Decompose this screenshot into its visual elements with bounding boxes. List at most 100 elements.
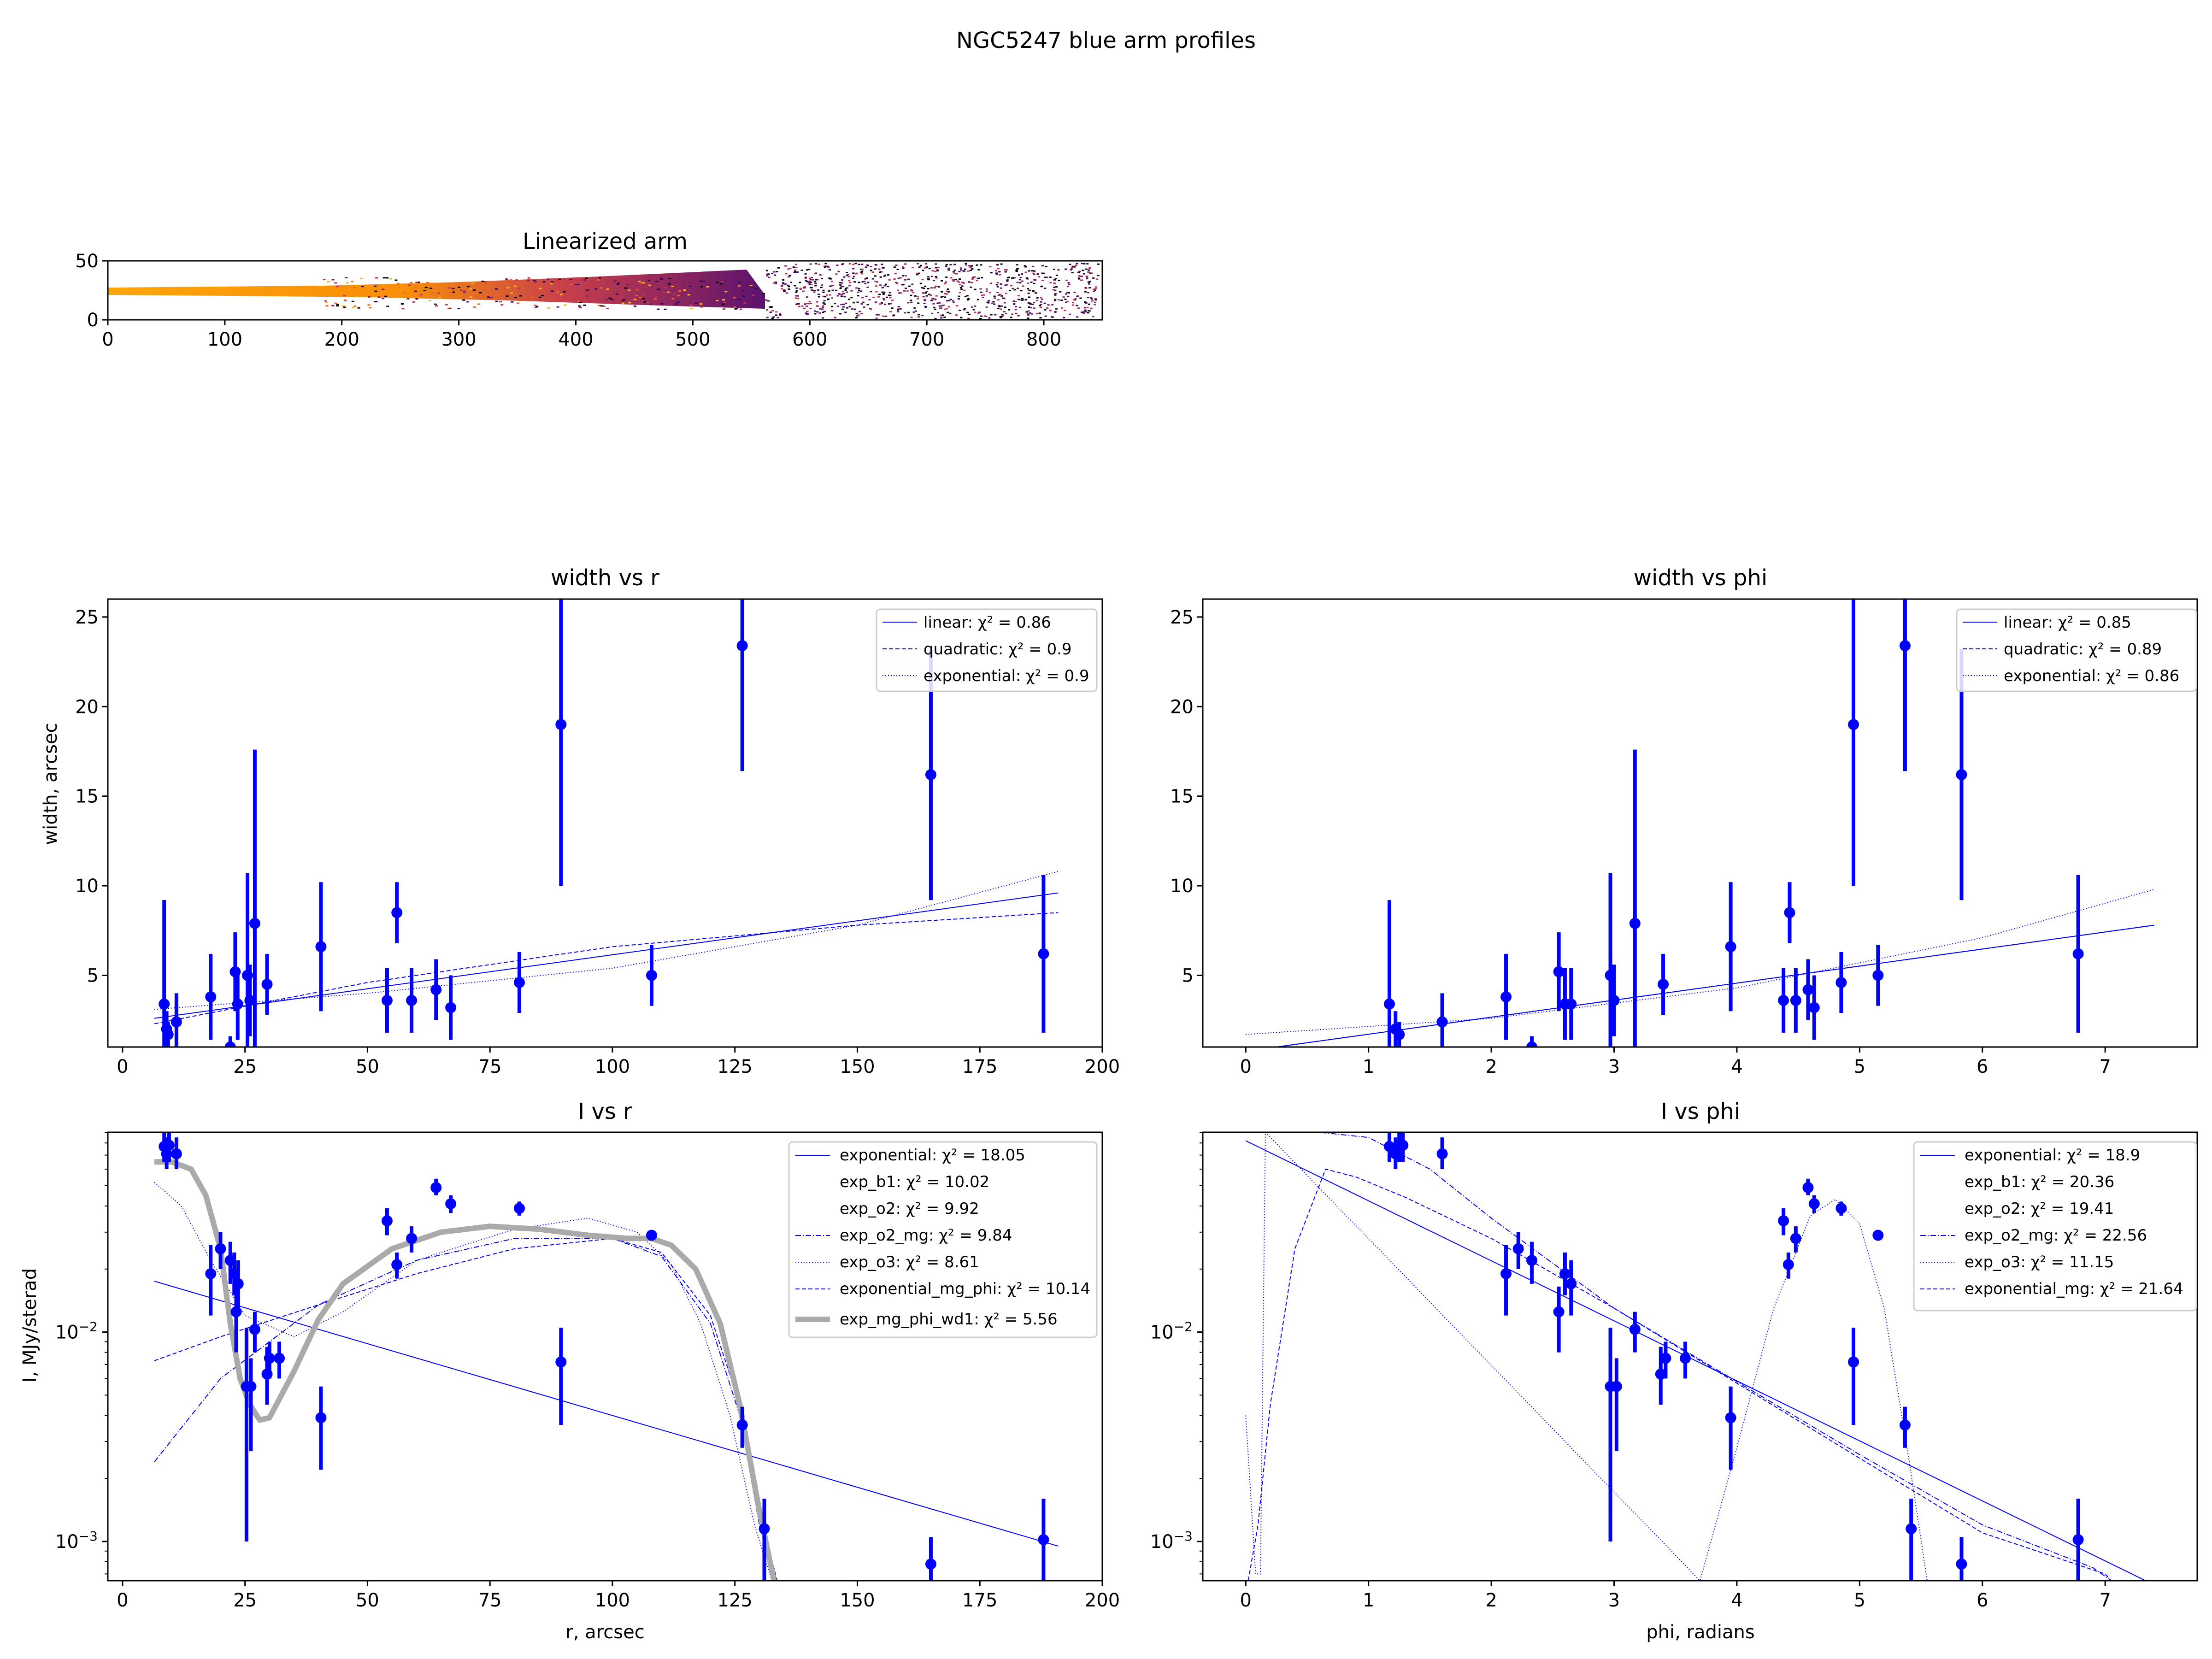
arm-speckle-dot bbox=[987, 302, 990, 304]
arm-streak-fleck bbox=[570, 283, 573, 285]
arm-speckle-dot bbox=[767, 273, 770, 275]
arm-speckle-dot bbox=[993, 297, 996, 299]
arm-streak-fleck bbox=[350, 281, 353, 282]
arm-streak-fleck bbox=[331, 305, 335, 306]
arm-speckle-dot bbox=[1046, 307, 1049, 309]
arm-speckle-dot bbox=[930, 300, 933, 301]
arm-streak-fleck bbox=[538, 300, 541, 301]
arm-streak-fleck bbox=[700, 286, 703, 288]
arm-speckle-dot bbox=[814, 285, 817, 287]
arm-speckle-dot bbox=[853, 281, 856, 283]
arm-streak-fleck bbox=[484, 281, 487, 283]
arm-speckle-dot bbox=[1017, 288, 1019, 289]
wr-ytick-label: 25 bbox=[75, 607, 99, 628]
ir-data-point bbox=[646, 1230, 657, 1241]
arm-speckle-dot bbox=[1039, 305, 1041, 306]
wr-legend-quadratic: quadratic: χ² = 0.9 bbox=[924, 640, 1072, 659]
ip-fit-line-4 bbox=[1245, 1132, 1928, 1581]
ip-data-point bbox=[1526, 1255, 1538, 1266]
ir-xtick-label: 25 bbox=[233, 1590, 257, 1611]
arm-speckle-dot bbox=[939, 307, 941, 309]
arm-speckle-dot bbox=[1011, 313, 1013, 315]
arm-speckle-dot bbox=[1071, 265, 1074, 267]
ir-xtick-label: 75 bbox=[478, 1590, 502, 1611]
arm-speckle-dot bbox=[841, 264, 844, 265]
arm-speckle-dot bbox=[1076, 316, 1079, 318]
arm-speckle-dot bbox=[803, 286, 806, 288]
arm-speckle-dot bbox=[1021, 273, 1024, 275]
arm-streak-fleck bbox=[360, 277, 363, 279]
figure-suptitle: NGC5247 blue arm profiles bbox=[956, 28, 1256, 53]
arm-speckle-dot bbox=[840, 286, 843, 288]
arm-speckle-dot bbox=[831, 297, 834, 299]
arm-speckle-dot bbox=[1005, 269, 1008, 271]
arm-streak-fleck bbox=[682, 284, 685, 286]
arm-streak-fleck bbox=[606, 307, 609, 309]
arm-speckle-dot bbox=[1033, 270, 1036, 272]
arm-speckle-dot bbox=[918, 266, 921, 268]
arm-speckle-dot bbox=[980, 315, 983, 317]
arm-streak-fleck bbox=[612, 285, 615, 287]
ir-data-point bbox=[163, 1140, 175, 1151]
arm-streak-fleck bbox=[414, 287, 417, 288]
arm-speckle-dot bbox=[1074, 298, 1077, 300]
arm-speckle-dot bbox=[1036, 273, 1039, 275]
arm-streak-fleck bbox=[660, 278, 664, 280]
arm-streak-fleck bbox=[367, 296, 371, 298]
arm-speckle-dot bbox=[824, 263, 827, 265]
arm-streak-fleck bbox=[586, 289, 589, 291]
arm-streak-fleck bbox=[346, 282, 349, 284]
arm-streak-fleck bbox=[542, 281, 546, 283]
arm-xtick-label: 200 bbox=[324, 329, 359, 350]
arm-speckle-dot bbox=[775, 314, 777, 316]
arm-speckle-dot bbox=[857, 291, 860, 293]
arm-speckle-dot bbox=[997, 294, 1000, 296]
arm-speckle-dot bbox=[1068, 283, 1071, 285]
arm-speckle-dot bbox=[807, 303, 810, 305]
arm-speckle-dot bbox=[822, 295, 825, 297]
arm-speckle-dot bbox=[860, 303, 863, 305]
wr-xtick-label: 125 bbox=[718, 1056, 753, 1077]
arm-speckle-dot bbox=[1078, 271, 1081, 272]
arm-speckle-dot bbox=[827, 299, 830, 300]
arm-streak-fleck bbox=[622, 299, 625, 301]
ir-data-point bbox=[555, 1356, 567, 1368]
arm-speckle-dot bbox=[1094, 289, 1096, 291]
arm-speckle-dot bbox=[819, 308, 822, 310]
arm-speckle-dot bbox=[1021, 298, 1024, 300]
arm-speckle-dot bbox=[805, 276, 807, 278]
arm-speckle-dot bbox=[941, 314, 944, 316]
wp-xtick-label: 1 bbox=[1363, 1056, 1374, 1077]
arm-speckle-dot bbox=[1083, 273, 1085, 275]
ir-ytick-label: 10−3 bbox=[55, 1529, 98, 1553]
arm-speckle-dot bbox=[1025, 299, 1028, 300]
wp-ytick-label: 10 bbox=[1170, 876, 1194, 897]
arm-speckle-dot bbox=[787, 268, 790, 270]
arm-speckle-dot bbox=[854, 273, 857, 275]
arm-streak-fleck bbox=[551, 281, 554, 283]
wr-frame bbox=[107, 598, 1103, 1048]
arm-speckle-dot bbox=[813, 290, 816, 292]
arm-speckle-dot bbox=[1006, 284, 1008, 286]
arm-speckle-dot bbox=[816, 305, 819, 307]
arm-speckle-dot bbox=[810, 284, 813, 285]
arm-speckle-dot bbox=[862, 301, 865, 303]
wr-legend-linear: linear: χ² = 0.86 bbox=[924, 613, 1051, 632]
arm-speckle-dot bbox=[876, 314, 878, 316]
arm-streak-fleck bbox=[541, 294, 544, 296]
arm-speckle-dot bbox=[900, 292, 902, 294]
wp-data-point bbox=[1436, 1016, 1448, 1028]
arm-streak-fleck bbox=[657, 288, 660, 290]
wr-data-point bbox=[232, 998, 243, 1010]
wp-data-point bbox=[1778, 994, 1789, 1006]
arm-speckle-dot bbox=[999, 294, 1002, 295]
arm-speckle-dot bbox=[944, 283, 947, 284]
ip-legend-4: exp_o3: χ² = 11.15 bbox=[1965, 1253, 2114, 1271]
arm-streak-fleck bbox=[343, 306, 346, 308]
arm-speckle-dot bbox=[839, 284, 842, 286]
arm-speckle-dot bbox=[808, 283, 811, 285]
arm-speckle-dot bbox=[1040, 286, 1043, 288]
wr-title: width vs r bbox=[551, 565, 659, 591]
arm-speckle-dot bbox=[860, 271, 863, 273]
arm-speckle-dot bbox=[1035, 300, 1038, 301]
